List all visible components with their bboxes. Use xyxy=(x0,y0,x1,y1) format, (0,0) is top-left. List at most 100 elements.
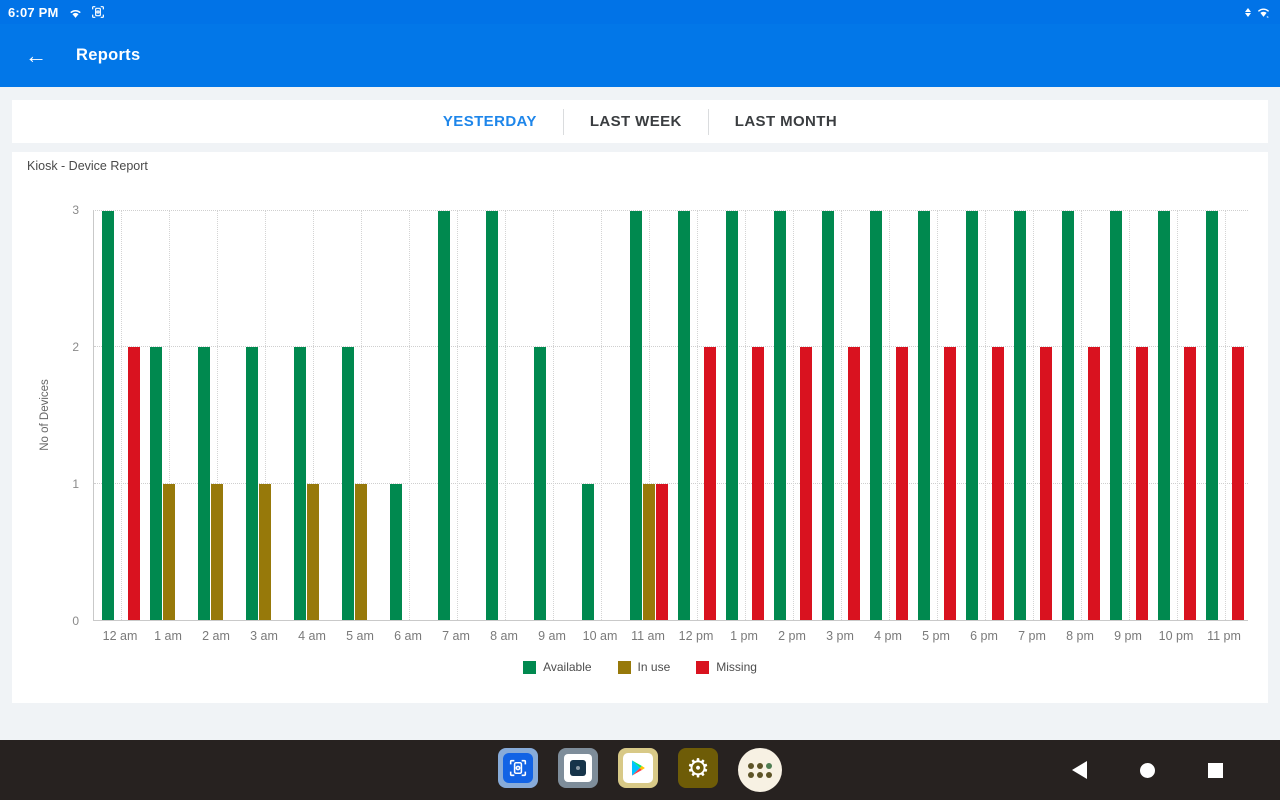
screen-pin-icon xyxy=(90,4,106,20)
legend-item: Available xyxy=(523,660,592,674)
bar-available xyxy=(966,211,978,620)
vertical-gridline xyxy=(1033,211,1034,620)
vertical-gridline xyxy=(697,211,698,620)
bar-available xyxy=(582,483,594,620)
bar-available xyxy=(1206,211,1218,620)
vertical-gridline xyxy=(1225,211,1226,620)
x-tick-label: 2 am xyxy=(202,629,230,643)
bar-available xyxy=(342,347,354,620)
x-tick-label: 4 am xyxy=(298,629,326,643)
vertical-gridline xyxy=(361,211,362,620)
x-tick-label: 1 pm xyxy=(730,629,758,643)
bar-available xyxy=(1110,211,1122,620)
x-tick-label: 8 am xyxy=(490,629,518,643)
bar-group xyxy=(193,211,241,620)
secure-app-icon[interactable] xyxy=(558,748,598,788)
legend-item: Missing xyxy=(696,660,757,674)
bar-available xyxy=(390,483,402,620)
dock: ⚙ xyxy=(498,748,782,792)
legend-swatch-icon xyxy=(696,660,710,674)
navigation-bar: ⚙ xyxy=(0,740,1280,800)
bar-available xyxy=(294,347,306,620)
vertical-gridline xyxy=(265,211,266,620)
bar-available xyxy=(198,347,210,620)
bar-in-use xyxy=(355,483,367,620)
bar-available xyxy=(438,211,450,620)
bar-available xyxy=(1014,211,1026,620)
svg-text:s: s xyxy=(1267,14,1269,18)
bar-available xyxy=(774,211,786,620)
vertical-gridline xyxy=(793,211,794,620)
legend-label: Available xyxy=(543,660,592,674)
bar-missing xyxy=(992,347,1004,620)
y-tick-label: 2 xyxy=(72,340,79,355)
tab-yesterday[interactable]: YESTERDAY xyxy=(442,113,537,130)
bar-group xyxy=(577,211,625,620)
bar-missing xyxy=(1232,347,1244,620)
bar-missing xyxy=(1184,347,1196,620)
wifi-icon xyxy=(67,5,84,20)
vertical-gridline xyxy=(457,211,458,620)
vertical-gridline xyxy=(1081,211,1082,620)
x-tick-label: 6 pm xyxy=(970,629,998,643)
arrow-left-icon: ← xyxy=(25,42,47,68)
app-drawer-icon[interactable] xyxy=(738,748,782,792)
x-tick-label: 10 pm xyxy=(1158,629,1194,643)
vertical-gridline xyxy=(745,211,746,620)
vertical-gridline xyxy=(889,211,890,620)
bar-group xyxy=(385,211,433,620)
x-axis-labels: 12 am 1 am 2 am 3 am 4 am 5 am 6 am 7 am 8 am 9 a… xyxy=(93,629,1248,643)
x-tick-label: 12 pm xyxy=(678,629,714,643)
bar-missing xyxy=(800,347,812,620)
x-tick-label: 9 am xyxy=(538,629,566,643)
nav-recents-button[interactable] xyxy=(1203,758,1227,782)
bar-available xyxy=(1062,211,1074,620)
nav-home-button[interactable] xyxy=(1135,758,1159,782)
bar-group xyxy=(817,211,865,620)
bar-missing xyxy=(1040,347,1052,620)
plot-area xyxy=(93,210,1248,621)
vertical-gridline xyxy=(937,211,938,620)
tab-last-month[interactable]: LAST MONTH xyxy=(734,113,838,130)
phone-scan-icon xyxy=(503,753,533,783)
play-store-icon[interactable] xyxy=(618,748,658,788)
legend-swatch-icon xyxy=(523,660,537,674)
gear-icon: ⚙ xyxy=(686,752,710,783)
vertical-gridline xyxy=(121,211,122,620)
bar-group xyxy=(1009,211,1057,620)
legend-label: Missing xyxy=(716,660,757,674)
bar-missing xyxy=(752,347,764,620)
x-tick-label: 8 pm xyxy=(1066,629,1094,643)
bar-group xyxy=(97,211,145,620)
x-tick-label: 7 pm xyxy=(1018,629,1046,643)
vertical-gridline xyxy=(553,211,554,620)
x-tick-label: 12 am xyxy=(102,629,138,643)
x-tick-label: 3 am xyxy=(250,629,278,643)
vertical-gridline xyxy=(1177,211,1178,620)
chart-legend: Available In use Missing xyxy=(12,660,1268,674)
bar-available xyxy=(150,347,162,620)
nav-back-button[interactable] xyxy=(1067,758,1091,782)
settings-app-icon[interactable]: ⚙ xyxy=(678,748,718,788)
bar-missing xyxy=(1088,347,1100,620)
vertical-gridline xyxy=(601,211,602,620)
tab-last-week[interactable]: LAST WEEK xyxy=(589,113,682,130)
bar-available xyxy=(1158,211,1170,620)
legend-label: In use xyxy=(637,660,671,674)
bar-available xyxy=(630,211,642,620)
back-button[interactable]: ← xyxy=(12,32,60,80)
bar-missing xyxy=(848,347,860,620)
bar-missing xyxy=(128,347,140,620)
bar-missing xyxy=(1136,347,1148,620)
bar-group xyxy=(1057,211,1105,620)
kiosk-app-icon[interactable] xyxy=(498,748,538,788)
chip-icon xyxy=(564,754,592,782)
y-tick-label: 0 xyxy=(72,614,79,628)
bar-group xyxy=(769,211,817,620)
bar-available xyxy=(102,211,114,620)
x-tick-label: 10 am xyxy=(582,629,618,643)
bar-available xyxy=(918,211,930,620)
network-icon: s xyxy=(1255,5,1272,20)
bar-group xyxy=(625,211,673,620)
